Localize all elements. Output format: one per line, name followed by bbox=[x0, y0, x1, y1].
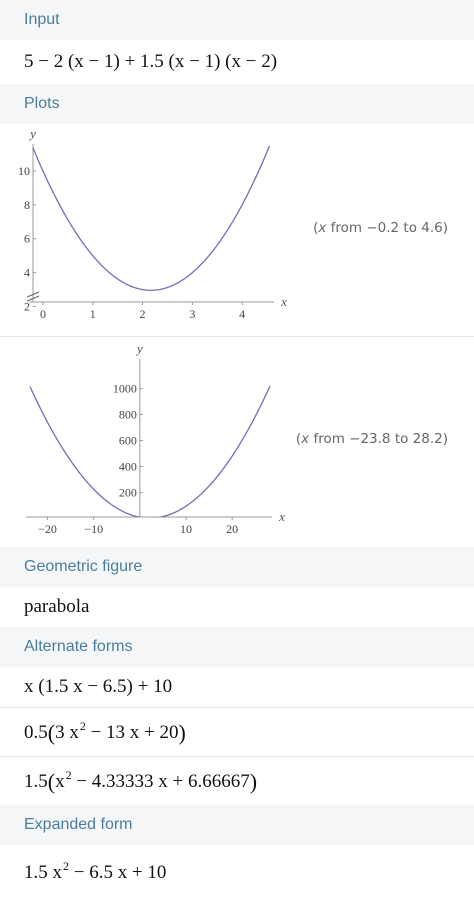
alternate-form-2[interactable]: 0.5(3 x2 − 13 x + 20) bbox=[24, 718, 186, 745]
expanded-value[interactable]: 1.5 x2 − 6.5 x + 10 bbox=[24, 858, 167, 883]
input-header-label: Input bbox=[24, 11, 60, 28]
plot-1-axis-break bbox=[26, 291, 40, 302]
plot-1-x-tick-label: 0 bbox=[40, 307, 46, 321]
plots-header: Plots bbox=[0, 84, 474, 124]
geometric-value[interactable]: parabola bbox=[24, 596, 90, 617]
alternate-divider-2 bbox=[0, 756, 474, 757]
alternate-form-1[interactable]: x (1.5 x − 6.5) + 10 bbox=[24, 676, 173, 697]
plot-1-x-tick-label: 4 bbox=[239, 307, 245, 321]
plot-2-row[interactable]: −20 −10 10 20 200 400 600 800 1000 x y (x from −23… bbox=[0, 337, 474, 547]
plot-1-y-axis-label: y bbox=[28, 126, 36, 141]
plot-1-curve bbox=[32, 146, 271, 291]
plot-2-x-tick-label: 10 bbox=[180, 522, 192, 536]
plot-1-range: (x from −0.2 to 4.6) bbox=[313, 220, 448, 236]
expanded-row[interactable]: 1.5 x2 − 6.5 x + 10 bbox=[0, 845, 474, 897]
plot-2-x-axis-label: x bbox=[278, 509, 285, 524]
plot-2-y-tick-label: 800 bbox=[119, 408, 137, 422]
plot-1-x-tick-label: 3 bbox=[189, 307, 195, 321]
input-expression[interactable]: 5 − 2 (x − 1) + 1.5 (x − 1) (x − 2) bbox=[24, 51, 278, 72]
plot-1-y-tick-label: 8 bbox=[24, 198, 30, 212]
geometric-row[interactable]: parabola bbox=[0, 587, 474, 627]
plot-2-x-tick-label: −10 bbox=[84, 522, 103, 536]
plot-2-x-tick-label: −20 bbox=[38, 522, 57, 536]
plot-2-y-tick-label: 600 bbox=[119, 434, 137, 448]
input-expression-row[interactable]: 5 − 2 (x − 1) + 1.5 (x − 1) (x − 2) bbox=[0, 40, 474, 84]
alternate-divider-1 bbox=[0, 707, 474, 708]
geometric-header: Geometric figure bbox=[0, 547, 474, 587]
plot-1-y-tick-label: 6 bbox=[24, 232, 30, 246]
alternate-form-3-row[interactable]: 1.5(x2 − 4.33333 x + 6.66667) bbox=[0, 757, 474, 805]
plot-2-y-tick-label: 200 bbox=[119, 486, 137, 500]
plots-header-label: Plots bbox=[24, 95, 60, 112]
plot-2-y-axis-label: y bbox=[135, 341, 143, 356]
plot-1-x-tick-label: 2 bbox=[140, 307, 146, 321]
plot-2-range-var: x bbox=[301, 431, 310, 447]
plot-divider bbox=[0, 336, 474, 337]
plot-1-x-axis-label: x bbox=[280, 294, 287, 309]
expanded-header: Expanded form bbox=[0, 805, 474, 845]
plot-2-y-tick-label: 1000 bbox=[113, 382, 137, 396]
plot-1-x-tick-label: 1 bbox=[90, 307, 96, 321]
alternate-form-3[interactable]: 1.5(x2 − 4.33333 x + 6.66667) bbox=[24, 767, 258, 794]
plot-1-y-tick-label: 4 bbox=[24, 266, 30, 280]
alternate-header: Alternate forms bbox=[0, 627, 474, 667]
alternate-form-2-row[interactable]: 0.5(3 x2 − 13 x + 20) bbox=[0, 708, 474, 756]
plot-2-chart[interactable]: −20 −10 10 20 200 400 600 800 1000 x y bbox=[0, 337, 300, 547]
geometric-header-label: Geometric figure bbox=[24, 558, 143, 575]
input-header: Input bbox=[0, 0, 474, 40]
alternate-header-label: Alternate forms bbox=[24, 638, 133, 655]
plot-1-row[interactable]: 0 1 2 3 4 2 4 6 8 10 x y (x from −0.2 to 4.6) bbox=[0, 124, 474, 336]
plot-2-curve bbox=[29, 385, 271, 517]
plot-2-x-tick-label: 20 bbox=[226, 522, 238, 536]
plot-1-y-tick-label: 2 bbox=[24, 300, 30, 314]
plot-1-range-var: x bbox=[318, 220, 327, 236]
plot-2-range: (x from −23.8 to 28.2) bbox=[295, 431, 448, 447]
alternate-form-1-row[interactable]: x (1.5 x − 6.5) + 10 bbox=[0, 667, 474, 707]
plot-1-y-tick-label: 10 bbox=[18, 164, 30, 178]
plot-2-y-tick-label: 400 bbox=[119, 460, 137, 474]
plot-1-range-text: from −0.2 to 4.6) bbox=[326, 220, 448, 236]
plot-2-range-text: from −23.8 to 28.2) bbox=[309, 431, 448, 447]
plot-1-chart[interactable]: 0 1 2 3 4 2 4 6 8 10 x y bbox=[0, 124, 300, 336]
expanded-header-label: Expanded form bbox=[24, 816, 133, 833]
